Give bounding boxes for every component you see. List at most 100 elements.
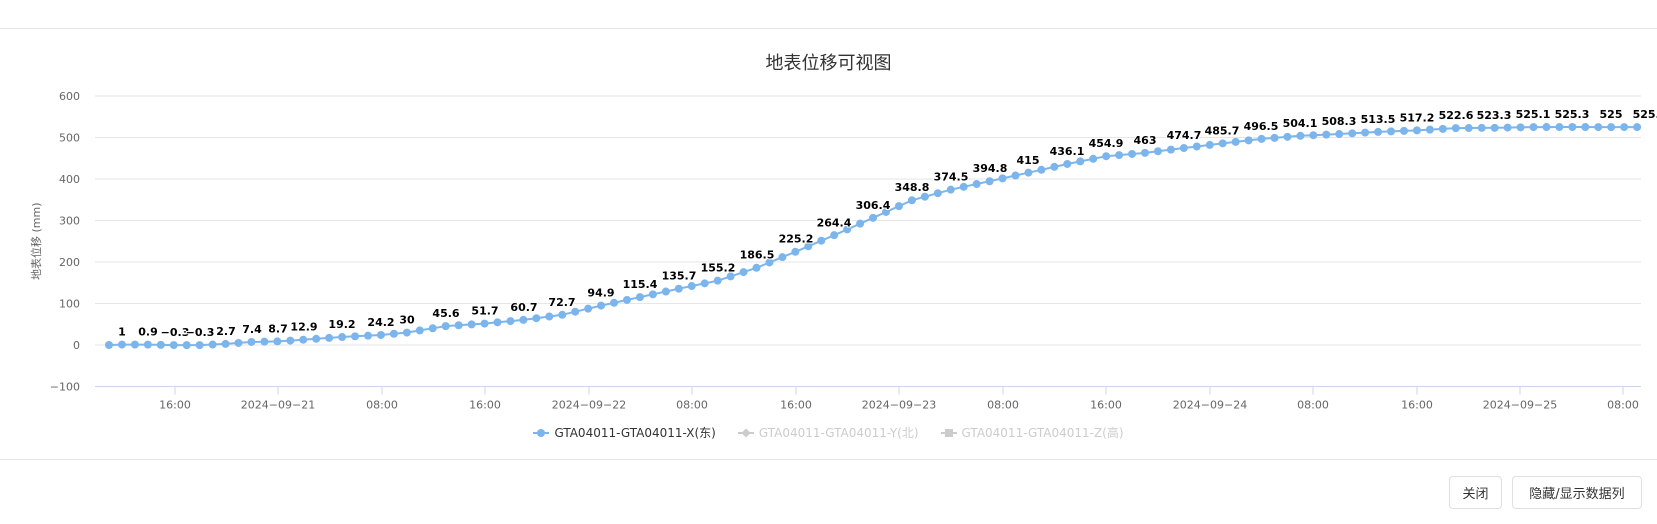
data-point[interactable] — [648, 290, 657, 299]
data-point[interactable] — [882, 207, 890, 216]
data-point[interactable] — [1102, 152, 1111, 161]
data-point[interactable] — [1076, 157, 1085, 166]
data-point[interactable] — [558, 310, 567, 319]
data-point[interactable] — [1529, 123, 1538, 132]
data-point[interactable] — [1037, 165, 1046, 174]
data-point[interactable] — [338, 333, 347, 342]
data-point[interactable] — [493, 318, 502, 327]
data-point[interactable] — [1063, 159, 1072, 168]
data-point[interactable] — [1555, 123, 1564, 132]
data-point[interactable] — [480, 319, 489, 328]
data-point[interactable] — [415, 326, 424, 335]
data-point[interactable] — [778, 253, 787, 262]
data-point[interactable] — [195, 341, 204, 350]
data-point[interactable] — [907, 196, 916, 205]
data-point[interactable] — [1412, 126, 1421, 135]
data-point[interactable] — [519, 315, 528, 324]
data-point[interactable] — [1244, 136, 1253, 145]
data-point[interactable] — [571, 307, 580, 316]
data-point[interactable] — [687, 282, 696, 291]
data-point[interactable] — [856, 219, 865, 228]
data-point[interactable] — [843, 225, 852, 234]
data-point[interactable] — [1231, 137, 1240, 146]
data-point[interactable] — [1607, 123, 1616, 132]
data-point[interactable] — [1516, 123, 1525, 132]
data-point[interactable] — [946, 185, 955, 194]
data-point[interactable] — [985, 177, 994, 186]
data-point[interactable] — [1620, 123, 1629, 132]
data-point[interactable] — [1568, 123, 1577, 132]
data-point[interactable] — [1490, 123, 1499, 132]
data-point[interactable] — [998, 174, 1007, 183]
data-point[interactable] — [247, 337, 256, 346]
data-point[interactable] — [532, 314, 541, 323]
data-point[interactable] — [623, 295, 631, 304]
data-point[interactable] — [765, 258, 774, 267]
data-point[interactable] — [130, 340, 139, 349]
data-point[interactable] — [1633, 123, 1642, 132]
data-point[interactable] — [1309, 131, 1318, 140]
data-point[interactable] — [1192, 142, 1201, 151]
data-point[interactable] — [376, 330, 385, 339]
data-point[interactable] — [325, 333, 334, 342]
data-point[interactable] — [584, 304, 593, 313]
data-point[interactable] — [1477, 123, 1486, 132]
data-point[interactable] — [389, 329, 398, 338]
data-point[interactable] — [1542, 123, 1551, 132]
data-point[interactable] — [1400, 126, 1408, 135]
data-point[interactable] — [1115, 151, 1124, 160]
data-point[interactable] — [273, 337, 282, 346]
data-point[interactable] — [674, 284, 683, 293]
data-point[interactable] — [208, 340, 217, 349]
data-point[interactable] — [894, 202, 903, 211]
data-point[interactable] — [1374, 127, 1383, 136]
data-point[interactable] — [545, 312, 554, 321]
data-point[interactable] — [933, 189, 942, 198]
data-point[interactable] — [1128, 149, 1137, 158]
data-point[interactable] — [299, 335, 308, 344]
data-point[interactable] — [920, 192, 929, 201]
legend-item-x[interactable]: GTA04011-GTA04011-X(东) — [533, 424, 716, 441]
data-point[interactable] — [700, 279, 709, 288]
data-point[interactable] — [1205, 140, 1214, 149]
data-point[interactable] — [1166, 145, 1175, 154]
data-point[interactable] — [1387, 127, 1396, 136]
data-point[interactable] — [441, 322, 450, 331]
data-point[interactable] — [1283, 132, 1292, 141]
data-point[interactable] — [143, 340, 152, 349]
data-point[interactable] — [1581, 123, 1590, 132]
data-point[interactable] — [467, 320, 476, 329]
data-point[interactable] — [105, 341, 113, 349]
data-point[interactable] — [713, 276, 722, 285]
data-point[interactable] — [1270, 133, 1279, 142]
legend-item-z[interactable]: GTA04011-GTA04011-Z(高) — [940, 424, 1124, 441]
data-point[interactable] — [972, 180, 981, 189]
data-point[interactable] — [959, 182, 968, 191]
data-point[interactable] — [402, 328, 411, 337]
data-point[interactable] — [752, 263, 761, 272]
data-point[interactable] — [1335, 130, 1344, 139]
data-point[interactable] — [1438, 124, 1447, 133]
data-point[interactable] — [804, 242, 813, 251]
data-point[interactable] — [1153, 147, 1162, 156]
data-point[interactable] — [182, 341, 191, 350]
data-point[interactable] — [1024, 168, 1033, 177]
data-point[interactable] — [1257, 134, 1266, 143]
data-point[interactable] — [506, 317, 515, 326]
data-point[interactable] — [234, 338, 243, 347]
data-point[interactable] — [1296, 131, 1305, 140]
data-point[interactable] — [869, 213, 878, 222]
data-point[interactable] — [156, 340, 165, 349]
data-point[interactable] — [817, 236, 826, 245]
data-point[interactable] — [1218, 139, 1227, 148]
close-button[interactable]: 关闭 — [1449, 476, 1502, 509]
data-point[interactable] — [351, 332, 360, 341]
toggle-series-button[interactable]: 隐藏/显示数据列 — [1512, 476, 1642, 509]
data-point[interactable] — [169, 341, 178, 350]
data-point[interactable] — [1089, 154, 1098, 163]
data-point[interactable] — [1361, 128, 1370, 137]
data-point[interactable] — [221, 339, 230, 348]
data-point[interactable] — [791, 247, 800, 256]
data-point[interactable] — [364, 331, 372, 340]
data-point[interactable] — [635, 293, 644, 302]
